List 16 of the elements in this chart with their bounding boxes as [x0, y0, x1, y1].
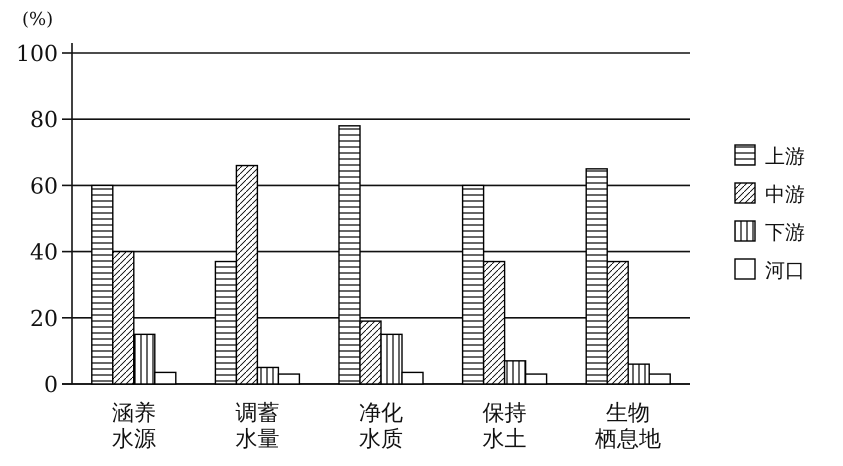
legend-label: 下游 — [765, 220, 805, 244]
x-tick-label: 涵养水源 — [112, 401, 156, 452]
y-tick-label: 20 — [30, 306, 58, 332]
y-axis-title: (%) — [22, 9, 54, 30]
x-tick-label: 净化水质 — [359, 401, 403, 452]
x-tick-label: 调蓄水量 — [235, 401, 280, 452]
y-tick-label: 100 — [16, 42, 58, 67]
x-tick-label: 保持水土 — [482, 401, 527, 452]
legend-label: 中游 — [765, 182, 805, 206]
y-tick-label: 60 — [30, 174, 58, 200]
legend-label: 上游 — [765, 144, 805, 168]
x-tick-label: 生物栖息地 — [594, 401, 662, 452]
y-tick-label: 0 — [44, 373, 58, 398]
y-tick-label: 40 — [30, 240, 58, 266]
y-tick-label: 80 — [30, 108, 58, 134]
legend-label: 河口 — [765, 258, 805, 282]
